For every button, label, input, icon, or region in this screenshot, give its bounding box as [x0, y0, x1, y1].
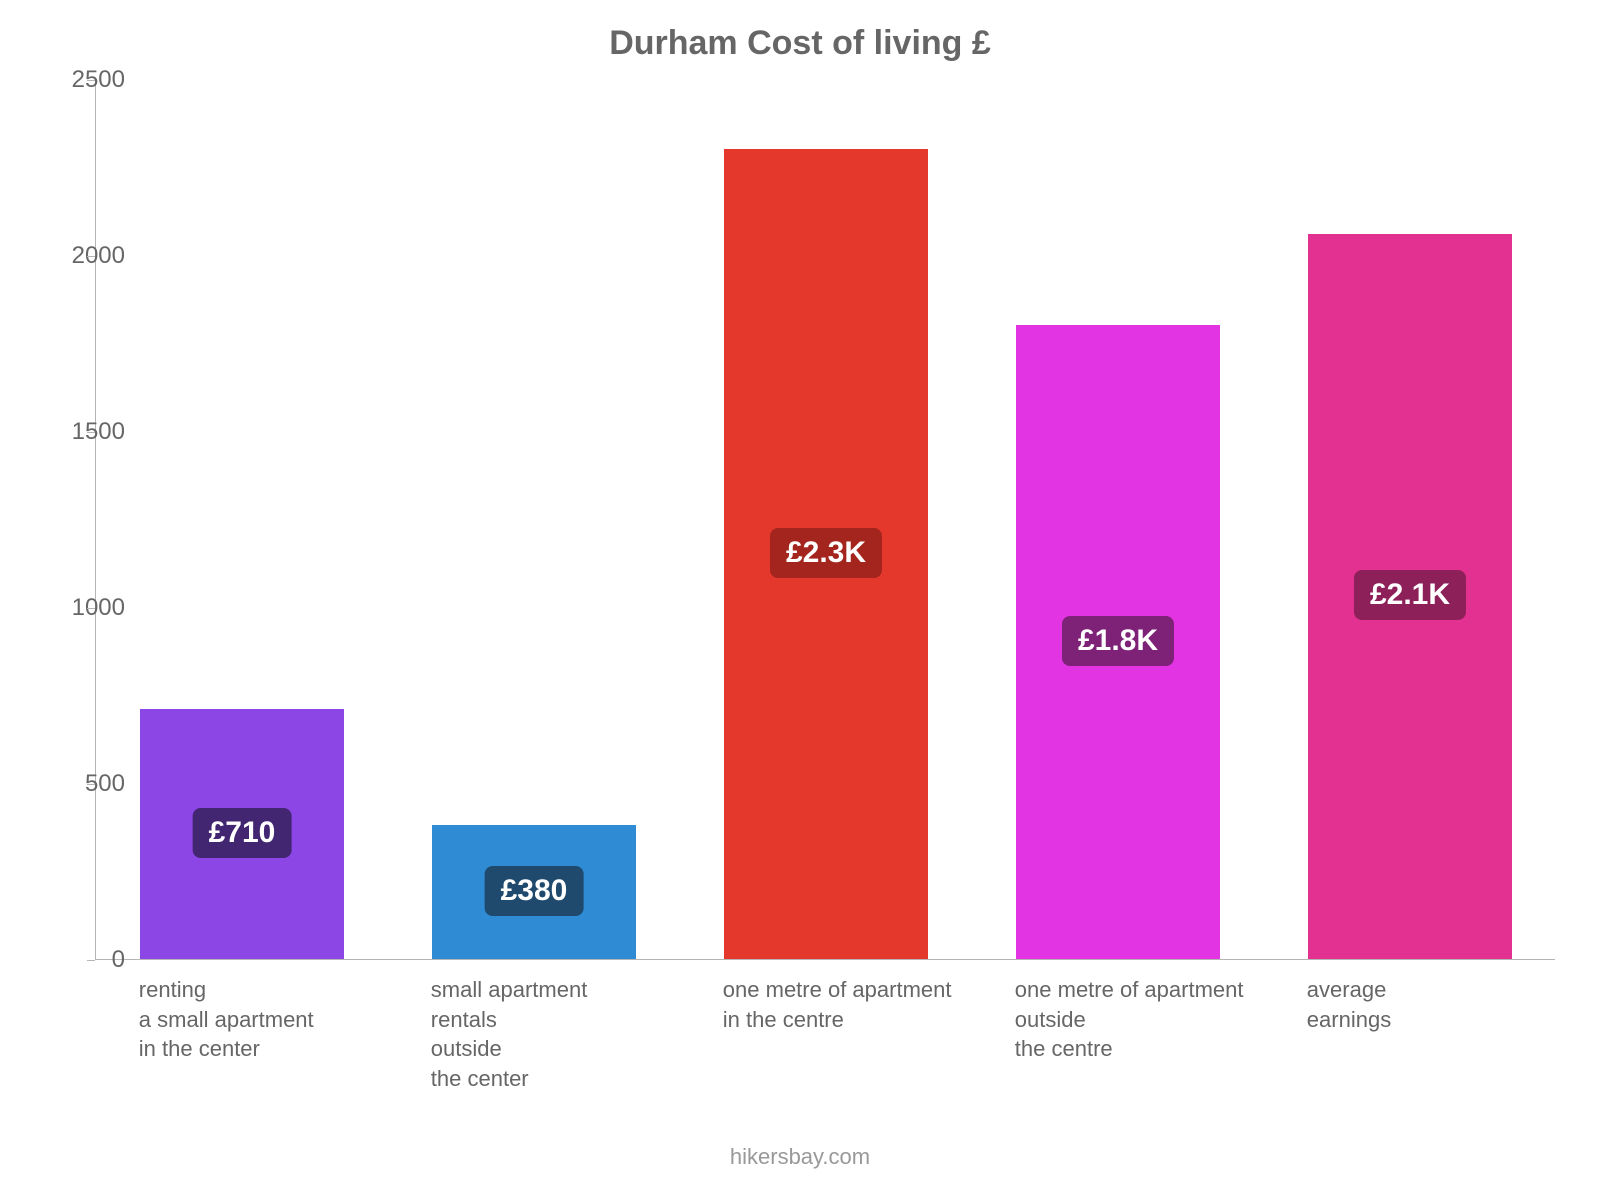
chart-title: Durham Cost of living £ [0, 24, 1600, 63]
bar: £710 [140, 709, 344, 959]
source-caption: hikersbay.com [0, 1144, 1600, 1170]
bar: £2.3K [724, 149, 928, 959]
y-tick-mark [87, 960, 95, 961]
y-tick-mark [87, 80, 95, 81]
plot-area: £710 £380 £2.3K £1.8K £2.1K [95, 80, 1555, 960]
y-tick-mark [87, 256, 95, 257]
x-category-label: one metre of apartment outside the centr… [1015, 975, 1275, 1064]
bar: £2.1K [1308, 234, 1512, 959]
x-category-label: renting a small apartment in the center [139, 975, 399, 1064]
y-tick-label: 1000 [72, 594, 125, 622]
y-tick-mark [87, 432, 95, 433]
x-category-label: small apartment rentals outside the cent… [431, 975, 691, 1094]
cost-of-living-chart: Durham Cost of living £ £710 £380 £2.3K £1.… [0, 0, 1600, 1200]
bars-layer: £710 £380 £2.3K £1.8K £2.1K [96, 80, 1555, 959]
y-tick-label: 1500 [72, 418, 125, 446]
y-tick-label: 0 [112, 946, 125, 974]
value-badge: £380 [485, 866, 584, 916]
bar: £380 [432, 825, 636, 959]
y-tick-label: 2500 [72, 66, 125, 94]
y-tick-label: 2000 [72, 242, 125, 270]
value-badge: £710 [193, 808, 292, 858]
bar: £1.8K [1016, 325, 1220, 959]
value-badge: £1.8K [1062, 616, 1174, 666]
x-category-label: average earnings [1307, 975, 1567, 1034]
y-tick-mark [87, 784, 95, 785]
y-tick-mark [87, 608, 95, 609]
value-badge: £2.1K [1354, 570, 1466, 620]
x-category-label: one metre of apartment in the centre [723, 975, 983, 1034]
value-badge: £2.3K [770, 528, 882, 578]
